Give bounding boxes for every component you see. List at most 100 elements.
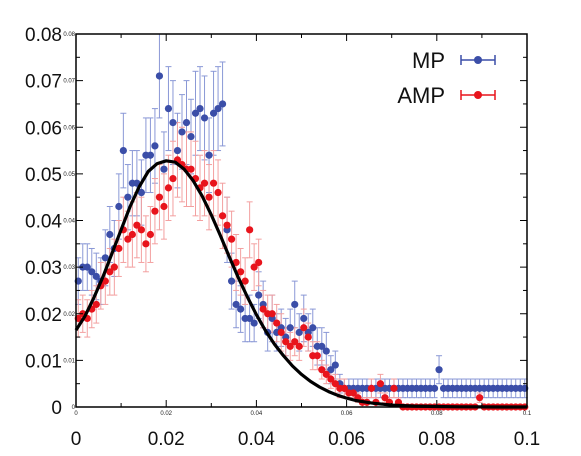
point-amp — [268, 310, 276, 318]
point-amp — [255, 258, 263, 267]
point-mp — [331, 361, 339, 369]
point-mp — [227, 277, 236, 285]
point-mp — [255, 291, 263, 299]
point-amp — [124, 235, 132, 243]
point-amp — [223, 221, 231, 229]
point-mp — [169, 118, 177, 127]
point-mp — [124, 193, 132, 201]
legend-label-mp: MP — [412, 48, 445, 73]
point-amp — [137, 226, 145, 234]
point-mp — [178, 128, 186, 136]
y-tick-label: 0.03 — [25, 258, 62, 279]
point-amp — [187, 165, 195, 173]
x-inner-tick-label: 0.02 — [160, 411, 172, 417]
y-inner-tick-label: 0 — [72, 405, 76, 411]
point-mp — [218, 100, 227, 108]
point-amp — [476, 394, 484, 402]
point-mp — [115, 202, 123, 211]
point-mp — [164, 105, 173, 113]
y-tick-label: 0.07 — [25, 72, 62, 93]
point-amp — [286, 342, 294, 350]
point-amp — [232, 258, 240, 267]
point-mp — [237, 305, 245, 313]
x-inner-tick-label: 0.06 — [341, 411, 353, 417]
point-amp — [277, 328, 285, 336]
legend-marker — [474, 56, 482, 64]
y-tick-label: 0.05 — [25, 165, 62, 186]
point-amp — [250, 263, 258, 271]
point-amp — [381, 394, 389, 402]
tick-marks-layer — [75, 33, 528, 408]
y-inner-tick-label: 0.08 — [63, 32, 75, 38]
point-amp — [151, 207, 159, 215]
point-amp — [304, 333, 312, 341]
point-mp — [246, 314, 254, 323]
point-mp — [214, 105, 222, 113]
point-amp — [164, 184, 173, 192]
point-amp — [237, 268, 245, 276]
point-amp — [227, 235, 236, 243]
point-amp — [259, 305, 267, 313]
point-amp — [241, 277, 249, 285]
point-mp — [151, 142, 159, 150]
point-amp — [327, 375, 335, 383]
y-inner-tick-label: 0.07 — [63, 79, 75, 85]
point-amp — [376, 380, 385, 388]
legend-marker — [474, 91, 482, 99]
y-tick-label: 0.04 — [25, 212, 62, 233]
point-mp — [173, 146, 182, 155]
point-mp — [291, 300, 299, 309]
point-mp — [430, 384, 439, 392]
point-mp — [250, 319, 258, 327]
x-inner-tick-label: 0.04 — [251, 411, 263, 417]
point-mp — [200, 114, 209, 122]
point-amp — [273, 319, 281, 327]
point-amp — [340, 384, 348, 392]
point-mp — [209, 109, 218, 117]
point-amp — [142, 240, 150, 248]
point-amp — [282, 338, 290, 346]
point-amp — [246, 226, 254, 234]
point-amp — [133, 221, 141, 229]
point-amp — [349, 389, 357, 397]
fit-curve-layer — [74, 159, 527, 409]
data-points-layer — [74, 72, 529, 411]
point-mp — [191, 109, 200, 117]
point-amp — [318, 366, 326, 374]
point-mp — [309, 324, 317, 332]
point-mp — [318, 342, 326, 350]
x-tick-label: 0.08 — [418, 429, 455, 450]
point-mp — [187, 132, 195, 141]
y-tick-label: 0.06 — [25, 118, 62, 139]
point-mp — [196, 105, 204, 113]
x-tick-label: 0.06 — [328, 429, 365, 450]
point-amp — [205, 193, 213, 201]
x-inner-tick-label: 0.08 — [431, 411, 443, 417]
point-mp — [92, 272, 100, 281]
point-amp — [160, 202, 168, 211]
point-amp — [322, 370, 330, 378]
point-amp — [291, 338, 299, 346]
point-mp — [101, 254, 109, 262]
point-amp — [115, 244, 123, 253]
point-mp — [83, 263, 91, 271]
point-amp — [300, 324, 308, 332]
point-amp — [218, 212, 227, 220]
legend-label-amp: AMP — [397, 83, 445, 108]
x-inner-tick-label: 0 — [74, 411, 78, 417]
point-amp — [367, 384, 376, 392]
point-amp — [146, 230, 155, 239]
fit-curve — [74, 159, 527, 409]
point-mp — [322, 347, 330, 355]
y-tick-label: 0.02 — [25, 305, 62, 326]
x-tick-label: 0.1 — [514, 429, 540, 450]
point-mp — [155, 72, 164, 80]
point-amp — [331, 380, 339, 388]
x-tick-label: 0 — [71, 429, 82, 450]
y-tick-label: 0 — [51, 398, 62, 419]
point-amp — [209, 179, 218, 187]
y-inner-tick-label: 0.05 — [63, 172, 75, 178]
point-mp — [327, 366, 335, 374]
point-mp — [295, 328, 303, 336]
